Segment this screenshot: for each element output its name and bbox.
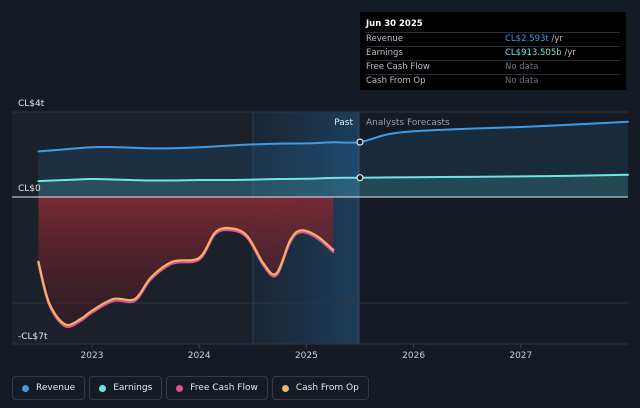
tooltip-row-value: CL$2.593t — [505, 34, 549, 44]
tooltip-row-label: Revenue — [366, 34, 404, 44]
legend-item-free-cash-flow[interactable]: Free Cash Flow — [166, 376, 268, 400]
legend-label: Free Cash Flow — [190, 383, 258, 393]
tooltip-row-cfo: Cash From Op No data — [366, 74, 620, 88]
x-tick-label: 2027 — [509, 351, 532, 361]
forecast-label: Analysts Forecasts — [366, 118, 450, 128]
legend-label: Earnings — [113, 383, 153, 393]
x-tick-label: 2026 — [402, 351, 425, 361]
legend-item-cash-from-op[interactable]: Cash From Op — [271, 376, 369, 400]
cash-from-op-dot-icon — [281, 384, 289, 392]
tooltip-row-earnings: Earnings CL$913.505b /yr — [366, 46, 620, 60]
y-tick-label-zero: CL$0 — [18, 184, 41, 194]
y-tick-label-top: CL$4t — [18, 99, 45, 109]
tooltip-row-label: Earnings — [366, 48, 403, 58]
earnings-dot-icon — [99, 384, 107, 392]
revenue-dot-icon — [22, 384, 29, 392]
tooltip-row-fcf: Free Cash Flow No data — [366, 60, 620, 74]
free-cash-flow-dot-icon — [176, 384, 184, 392]
tooltip-row-label: Cash From Op — [366, 76, 426, 86]
tooltip-row-value: CL$913.505b — [505, 48, 562, 58]
area-revenue — [38, 121, 628, 197]
legend-item-revenue[interactable]: Revenue — [12, 376, 86, 400]
legend-label: Cash From Op — [295, 383, 359, 393]
legend-item-earnings[interactable]: Earnings — [89, 376, 163, 400]
tooltip-date: Jun 30 2025 — [366, 19, 423, 29]
series-lines — [37, 120, 629, 329]
x-tick-label: 2023 — [81, 351, 104, 361]
tooltip-row-value: No data — [505, 62, 539, 72]
line-revenue — [37, 120, 629, 153]
legend-label: Revenue — [36, 383, 76, 393]
line-earnings — [37, 173, 629, 183]
marker-earnings — [356, 174, 364, 182]
tooltip-row-revenue: Revenue CL$2.593t /yr — [366, 32, 620, 46]
series-markers — [356, 138, 364, 182]
y-tick-label-bottom: -CL$7t — [18, 332, 48, 342]
line-cash-from-op — [37, 226, 335, 327]
x-axis-ticks: 2023 2024 2025 2026 2027 — [81, 344, 532, 361]
tooltip-row-unit: /yr — [564, 48, 576, 58]
tooltip-row-label: Free Cash Flow — [366, 62, 430, 72]
tooltip-row-value: No data — [505, 76, 539, 86]
past-label: Past — [334, 118, 353, 128]
x-tick-label: 2024 — [188, 351, 211, 361]
marker-revenue — [356, 138, 364, 146]
tooltip-row-unit: /yr — [551, 34, 563, 44]
tooltip: Jun 30 2025 Revenue CL$2.593t /yr Earnin… — [360, 12, 626, 90]
legend: Revenue Earnings Free Cash Flow Cash Fro… — [12, 376, 369, 400]
x-tick-label: 2025 — [295, 351, 318, 361]
